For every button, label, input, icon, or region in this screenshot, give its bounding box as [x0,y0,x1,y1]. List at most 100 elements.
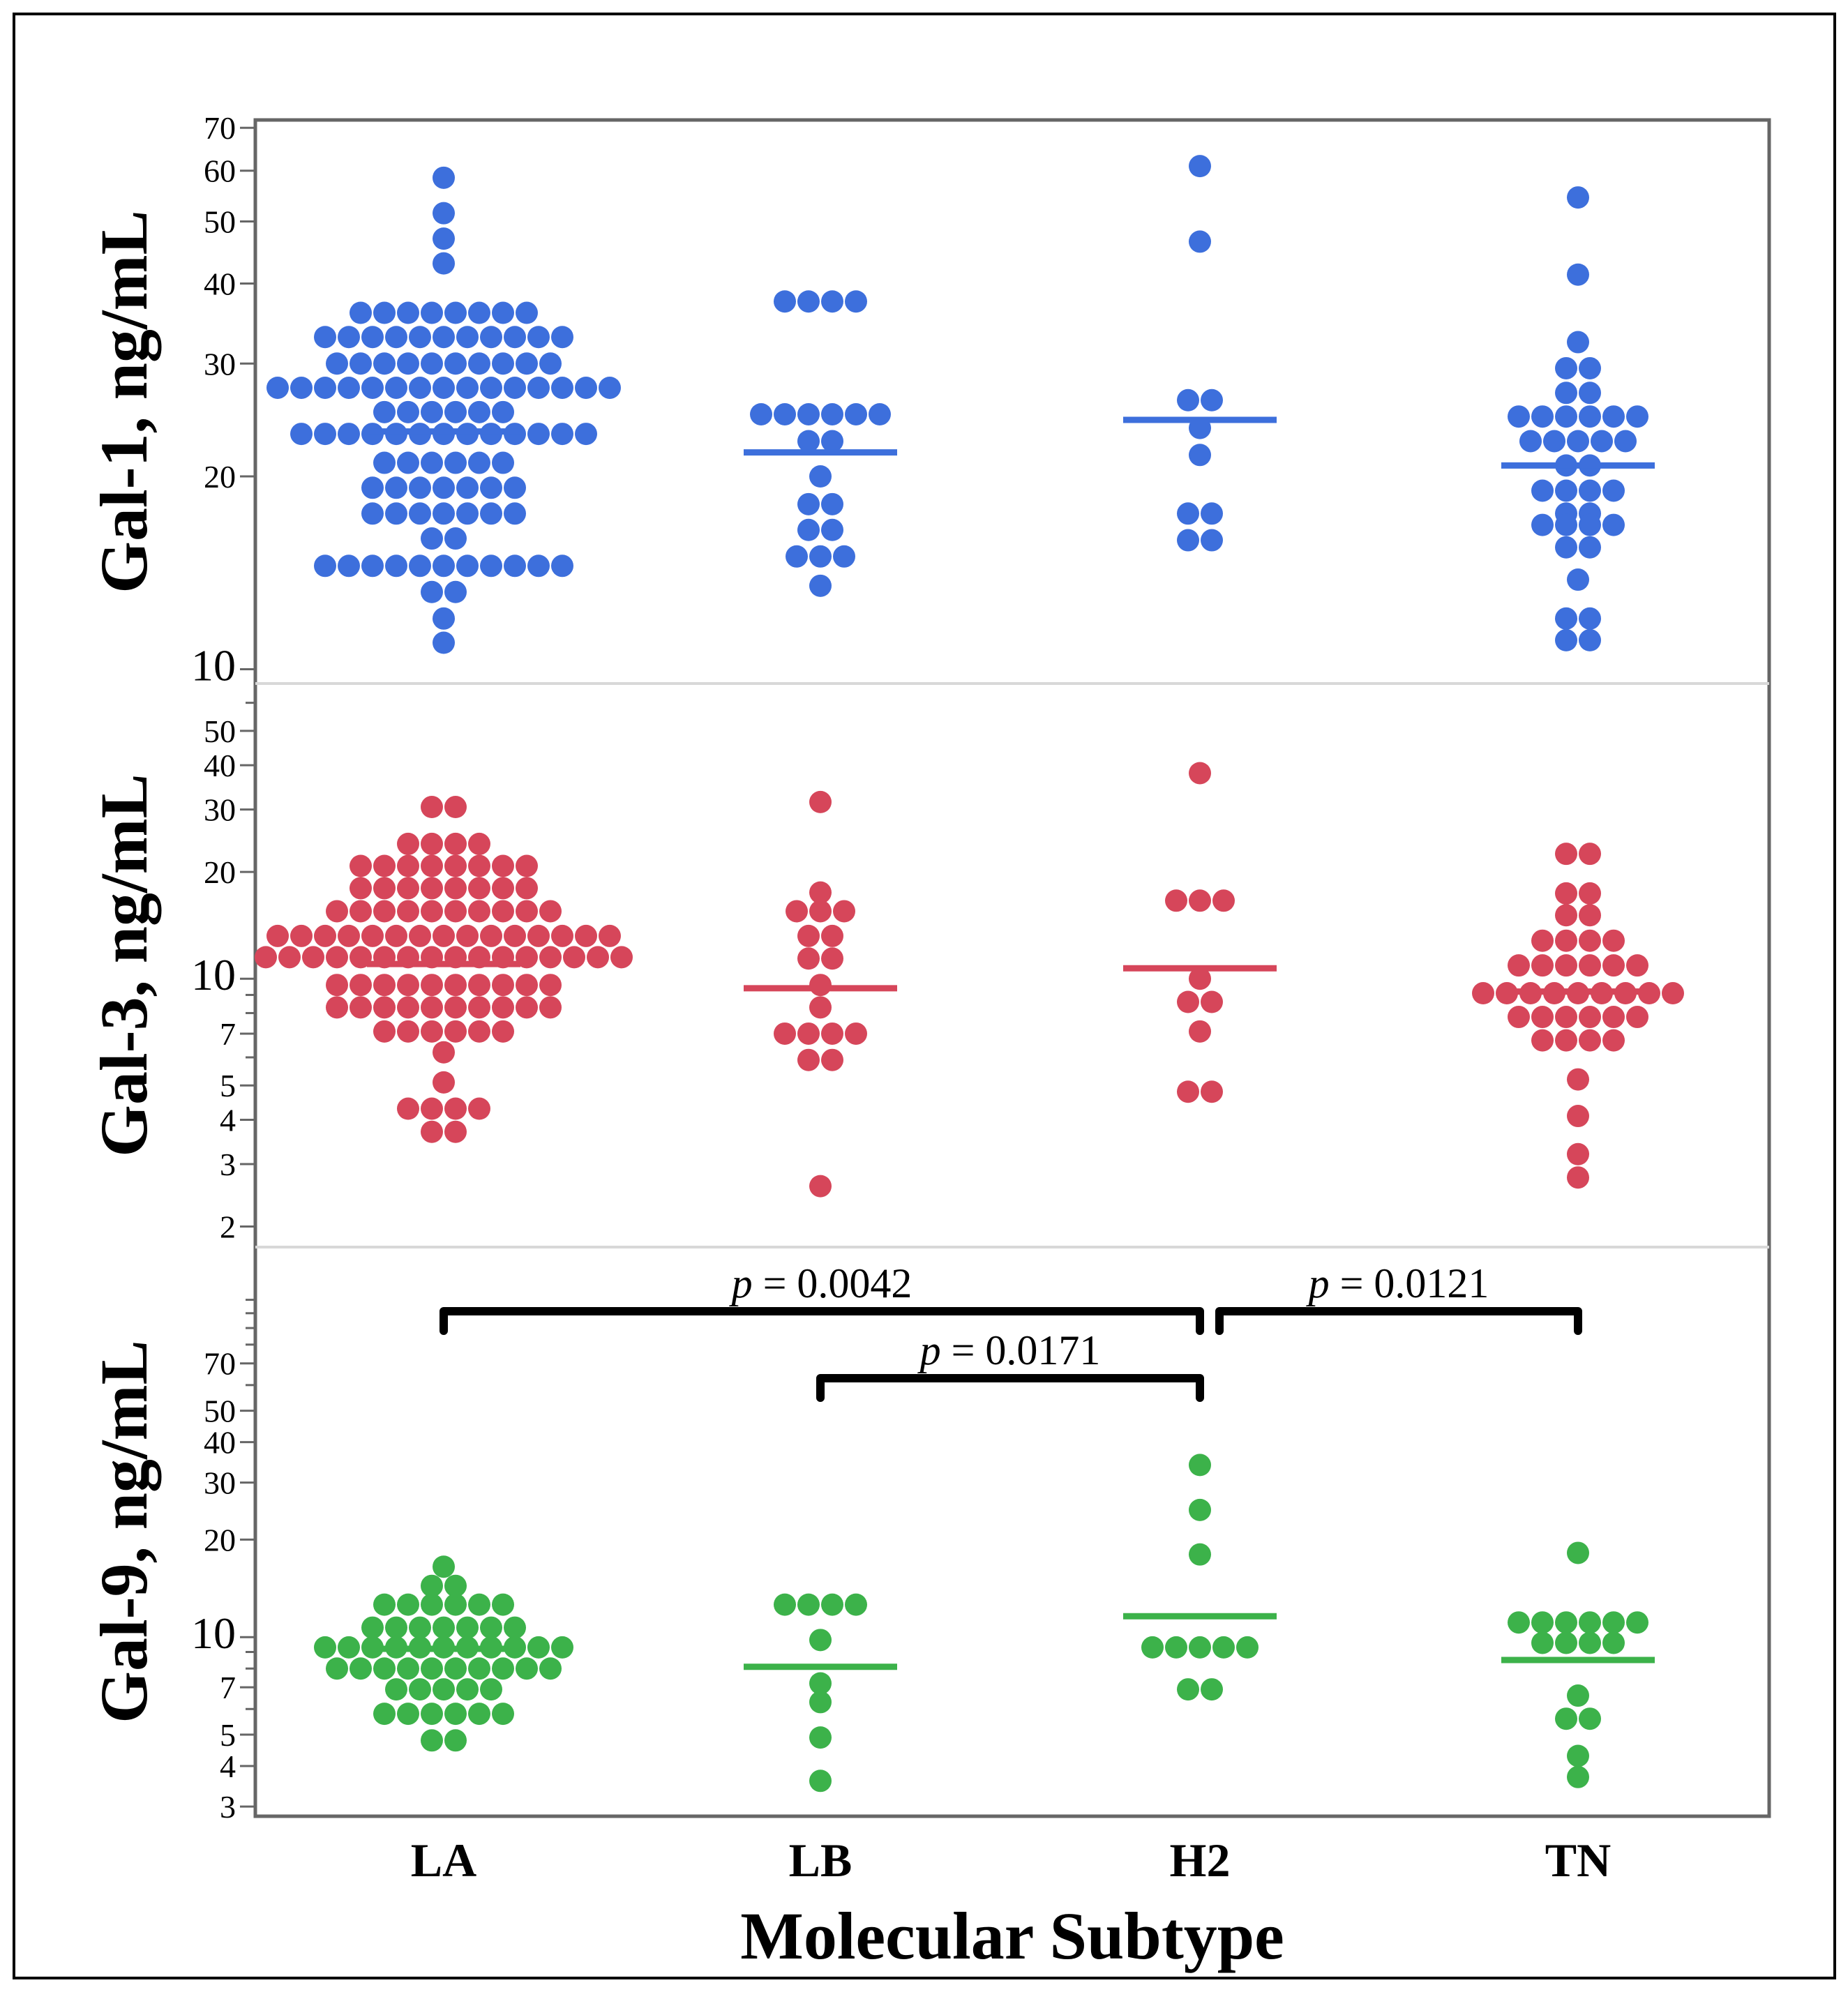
data-point [480,326,502,349]
data-point [1579,356,1601,379]
data-point [1579,1631,1601,1654]
data-point [1602,1006,1625,1029]
data-point [421,1097,443,1120]
data-point [809,881,832,904]
data-point [1579,607,1601,630]
y-axis-label: Gal-3, ng/mL [87,774,161,1156]
data-point [338,376,360,399]
data-point [444,796,467,819]
data-point [397,1020,419,1043]
data-point [338,1636,360,1659]
data-point [492,400,514,423]
y-axis-label: Gal-1, ng/mL [87,210,161,593]
data-point [480,1678,502,1701]
data-point [444,451,467,474]
data-point [539,946,562,969]
data-point [797,518,820,541]
data-point [338,326,360,349]
data-point [809,790,832,813]
y-tick-label: 50 [204,204,236,239]
data-point [373,974,396,997]
y-tick-label: 30 [204,792,236,828]
data-point [1201,1080,1223,1103]
data-point [397,854,419,877]
data-point [821,1593,843,1616]
y-tick-label: 10 [191,641,236,691]
data-point [1555,1707,1577,1730]
data-point [255,946,277,969]
data-point [516,900,538,923]
data-point [433,1555,455,1578]
data-point [809,974,832,997]
data-point [350,946,372,969]
data-point [361,924,384,947]
data-point [1555,382,1577,405]
data-point [1602,1611,1625,1634]
data-point [1177,388,1199,412]
y-tick-label: 40 [204,266,236,301]
data-point [587,946,609,969]
data-point [1567,1541,1589,1564]
data-point [397,832,419,855]
data-point [492,996,514,1019]
y-tick-label: 10 [191,1608,236,1658]
data-point [444,1097,467,1120]
data-point [1602,929,1625,952]
data-point [563,946,585,969]
data-point [1555,904,1577,927]
data-point [1508,405,1530,428]
data-point [326,996,348,1019]
data-point [409,326,431,349]
data-point [504,326,526,349]
p-value: = 0.0042 [753,1260,912,1306]
data-point [1531,513,1554,536]
data-point [1579,929,1601,952]
data-point [421,832,443,855]
data-point [290,423,313,446]
data-point [409,554,431,578]
data-point [492,877,514,900]
data-point [433,1041,455,1064]
data-point [373,854,396,877]
data-point [421,1593,443,1616]
data-point [1508,954,1530,977]
data-point [314,423,336,446]
data-point [1165,1636,1187,1659]
series-LB [744,1593,897,1793]
data-point [1472,982,1494,1005]
data-point [516,1657,538,1680]
data-point [456,376,479,399]
data-point [1555,536,1577,559]
data-point [433,502,455,525]
data-point [397,1593,419,1616]
significance-bracket: p = 0.0171 [816,1327,1204,1402]
data-point [833,545,855,568]
bracket-line [440,1307,1204,1335]
data-point [1555,1029,1577,1052]
data-point [421,974,443,997]
y-tick-label: 30 [204,1465,236,1501]
data-point [397,900,419,923]
data-point [468,352,490,375]
data-point [397,1657,419,1680]
data-point [809,1726,832,1749]
data-point [504,554,526,578]
data-point [774,1593,796,1616]
data-point [516,854,538,877]
data-point [527,1636,550,1659]
data-point [575,376,597,399]
data-point [1165,889,1187,912]
data-point [1189,1020,1211,1043]
data-point [397,1097,419,1120]
data-point [1567,1105,1589,1128]
data-point [809,1672,832,1695]
data-point [433,476,455,499]
data-point [468,1703,490,1726]
data-point [1567,1744,1589,1767]
data-point [786,900,808,923]
data-point [290,376,313,399]
data-point [350,301,372,324]
data-point [527,376,550,399]
data-point [504,1616,526,1639]
data-point [266,924,289,947]
